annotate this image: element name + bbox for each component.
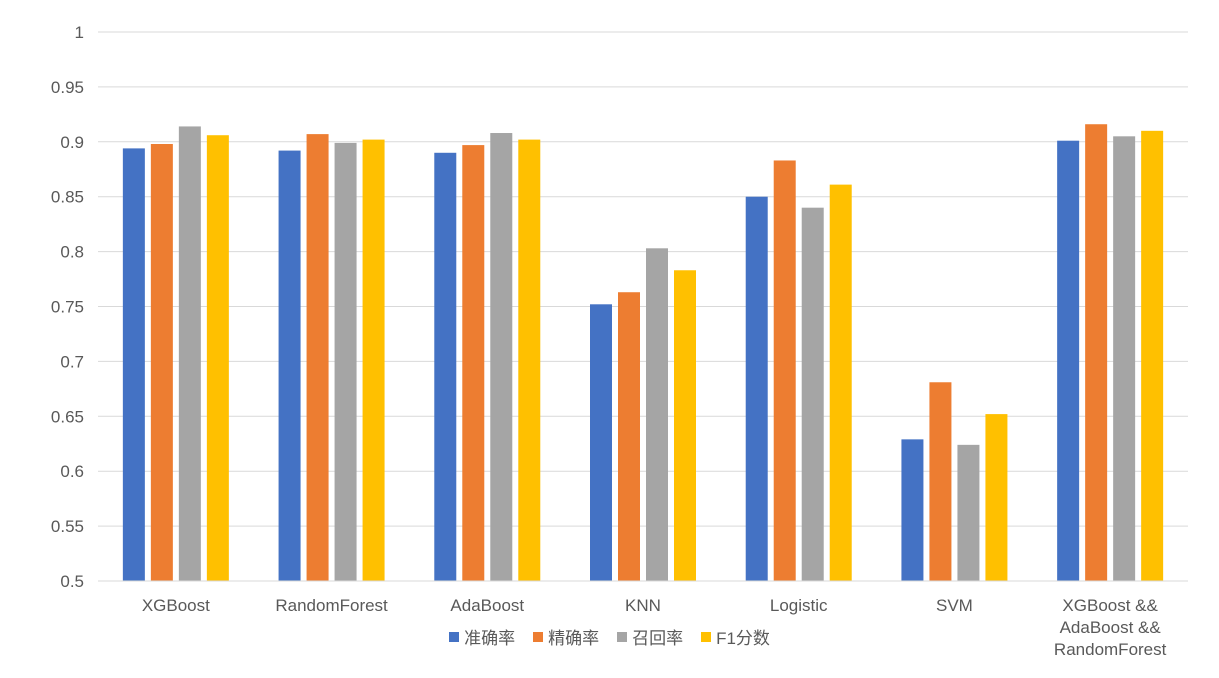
legend-item: 精确率 (533, 624, 599, 649)
bars (122, 124, 1164, 582)
bar (462, 145, 485, 581)
bar (362, 139, 385, 581)
y-axis-ticks: 0.5 0.55 0.6 0.65 0.7 0.75 0.8 0.85 0.9 0.95 1 (51, 23, 84, 591)
x-category-label: AdaBoost (450, 596, 524, 615)
y-tick-label: 0.8 (60, 243, 84, 262)
legend-item: F1分数 (701, 624, 770, 649)
bar (618, 292, 640, 581)
bar (306, 134, 329, 581)
legend-swatch (617, 631, 628, 642)
x-category-label: KNN (625, 596, 661, 615)
y-tick-label: 0.65 (51, 407, 84, 426)
bar (829, 184, 852, 581)
legend-swatch (701, 631, 712, 642)
bar (957, 444, 980, 581)
legend-item: 准确率 (449, 624, 515, 649)
y-tick-label: 0.85 (51, 188, 84, 207)
bar (518, 139, 541, 581)
x-category-label: RandomForest (275, 596, 388, 615)
legend-label: 召回率 (632, 629, 684, 648)
bar (773, 160, 796, 581)
bar (334, 142, 357, 581)
legend-swatch (533, 631, 544, 642)
bar (490, 133, 513, 582)
legend-swatch (449, 631, 460, 642)
y-tick-label: 1 (75, 23, 84, 42)
bar (150, 143, 173, 581)
bar (206, 135, 229, 581)
bar (674, 270, 696, 581)
x-category-label: XGBoost && AdaBoost && RandomForest (1054, 596, 1167, 659)
bar (985, 414, 1008, 581)
bar (122, 148, 145, 581)
gridlines (98, 31, 1188, 527)
legend-item: 召回率 (617, 624, 683, 649)
bar (901, 439, 924, 581)
x-category-label: Logistic (770, 596, 828, 615)
y-tick-label: 0.5 (60, 572, 84, 591)
bar (1113, 136, 1136, 581)
bar (801, 207, 824, 581)
bar (1141, 130, 1164, 581)
y-tick-label: 0.75 (51, 298, 84, 317)
bar (434, 152, 457, 581)
legend-label: 精确率 (548, 629, 600, 648)
y-tick-label: 0.95 (51, 78, 84, 97)
bar (745, 196, 768, 581)
bar (646, 248, 668, 581)
bar (1057, 140, 1080, 581)
legend: 准确率 精确率 召回率 F1分数 (0, 624, 1219, 649)
legend-label: 准确率 (464, 629, 516, 648)
y-tick-label: 0.55 (51, 517, 84, 536)
bar (178, 126, 201, 581)
x-axis-categories: XGBoost RandomForest AdaBoost KNN Logistic SV… (142, 596, 1167, 659)
bar (929, 382, 952, 581)
bar (590, 304, 612, 581)
x-category-label: SVM (936, 596, 973, 615)
legend-label: F1分数 (716, 629, 770, 648)
y-tick-label: 0.6 (60, 462, 84, 481)
y-tick-label: 0.9 (60, 133, 84, 152)
bar (278, 150, 301, 582)
y-tick-label: 0.7 (60, 352, 84, 371)
x-category-label: XGBoost (142, 596, 210, 615)
bar (1085, 124, 1108, 582)
